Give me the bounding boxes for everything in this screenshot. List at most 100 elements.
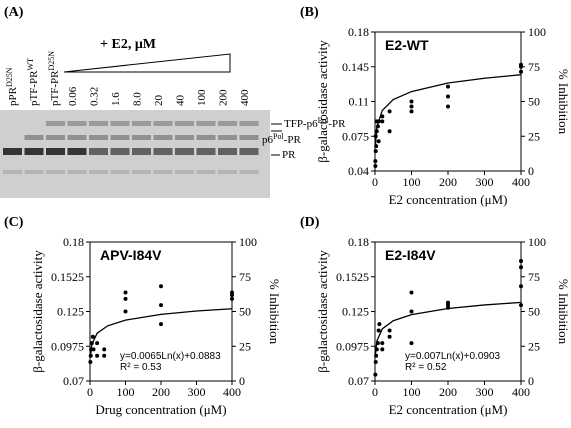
data-point — [376, 119, 381, 124]
x-tick-label: 0 — [87, 385, 93, 399]
concentration-label: 20 — [153, 95, 165, 107]
data-point — [123, 296, 128, 301]
data-point — [374, 347, 379, 352]
x-tick-label: 400 — [512, 175, 530, 189]
y-tick-label: 0.125 — [57, 305, 84, 319]
lane-label: pPRD25N — [5, 67, 19, 106]
data-point — [446, 305, 450, 310]
band — [196, 135, 216, 140]
y-tick-label: 0.075 — [342, 129, 369, 143]
data-point — [89, 341, 94, 346]
band — [89, 170, 108, 174]
band — [132, 135, 151, 140]
data-point — [387, 109, 392, 114]
data-point — [159, 284, 163, 289]
band — [46, 121, 65, 126]
data-point — [230, 293, 234, 298]
fit-equation: y=0.0065Ln(x)+0.0883 — [120, 351, 221, 362]
y2-tick-label: 75 — [528, 60, 540, 74]
band — [132, 148, 151, 155]
band — [196, 148, 216, 155]
x-tick-label: 100 — [117, 385, 135, 399]
y-tick-label: 0.125 — [342, 305, 369, 319]
panel-label: (B) — [300, 5, 319, 20]
data-point — [373, 149, 378, 154]
data-point — [409, 104, 414, 109]
band — [175, 148, 194, 155]
data-point — [387, 129, 392, 134]
band — [218, 148, 237, 155]
y2-tick-label: 100 — [239, 235, 257, 249]
data-point — [409, 309, 414, 314]
band — [132, 170, 151, 174]
data-point — [409, 109, 414, 114]
y2-tick-label: 75 — [528, 270, 540, 284]
band-label: TFP-p6Pol-PR — [284, 116, 346, 130]
data-point — [519, 265, 523, 270]
data-point — [102, 347, 107, 352]
band — [24, 170, 44, 174]
y2-tick-label: 50 — [528, 95, 540, 109]
band — [218, 135, 237, 140]
y2-tick-label: 25 — [528, 129, 540, 143]
chart-title: E2-WT — [385, 37, 429, 53]
data-point — [88, 353, 93, 358]
data-point — [373, 159, 378, 164]
y-tick-label: 0.18 — [348, 235, 369, 249]
fit-curve — [374, 301, 522, 356]
y2-tick-label: 100 — [528, 235, 546, 249]
y2-tick-label: 0 — [528, 164, 534, 178]
y-axis-label: β-galactosidase activity — [315, 250, 330, 373]
concentration-label: 8.0 — [132, 92, 144, 106]
y-axis-label: β-galactosidase activity — [315, 40, 330, 163]
panel-label: (C) — [4, 215, 24, 230]
fit-equation: y=0.007Ln(x)+0.0903 — [405, 351, 501, 362]
band — [24, 135, 44, 140]
data-point — [95, 341, 100, 346]
lane-label: pTF-PRWT — [26, 58, 40, 106]
gel-panel: (A) pPRD25N pTF-PRWT pTF-PRD25N + E2, μM… — [0, 5, 346, 198]
x-tick-label: 100 — [403, 175, 421, 189]
data-point — [90, 334, 95, 339]
concentration-label: 1.6 — [110, 92, 122, 106]
gel-bands — [3, 121, 259, 174]
band — [110, 135, 130, 140]
band — [153, 121, 173, 126]
chart-title: E2-I84V — [385, 247, 436, 263]
data-point — [409, 341, 414, 346]
band — [239, 121, 259, 126]
x-tick-label: 400 — [223, 385, 241, 399]
data-point — [375, 341, 380, 346]
y2-axis-label: % Inhibition — [267, 279, 282, 345]
data-point — [376, 328, 381, 333]
concentration-label: 0.06 — [67, 86, 79, 106]
y-tick-label: 0.07 — [348, 374, 369, 388]
band — [46, 148, 65, 155]
y-tick-label: 0.1525 — [51, 270, 84, 284]
band — [175, 121, 194, 126]
x-tick-label: 300 — [476, 385, 494, 399]
y2-tick-label: 50 — [239, 305, 251, 319]
band-label: PR — [282, 149, 296, 161]
data-point — [373, 164, 378, 169]
band — [67, 121, 87, 126]
data-point — [375, 124, 380, 129]
data-point — [373, 360, 378, 365]
band — [110, 121, 130, 126]
y2-axis-label: % Inhibition — [556, 69, 571, 135]
data-point — [102, 353, 107, 358]
x-tick-label: 200 — [439, 175, 457, 189]
band — [132, 121, 151, 126]
data-point — [519, 303, 523, 308]
data-point — [446, 104, 450, 109]
data-point — [373, 134, 378, 139]
data-point — [519, 284, 523, 289]
concentration-label: 40 — [175, 95, 187, 107]
data-point — [446, 300, 450, 305]
y-tick-label: 0.11 — [348, 95, 369, 109]
data-point — [374, 144, 379, 149]
band — [3, 170, 22, 174]
band — [175, 135, 194, 140]
data-point — [387, 334, 392, 339]
